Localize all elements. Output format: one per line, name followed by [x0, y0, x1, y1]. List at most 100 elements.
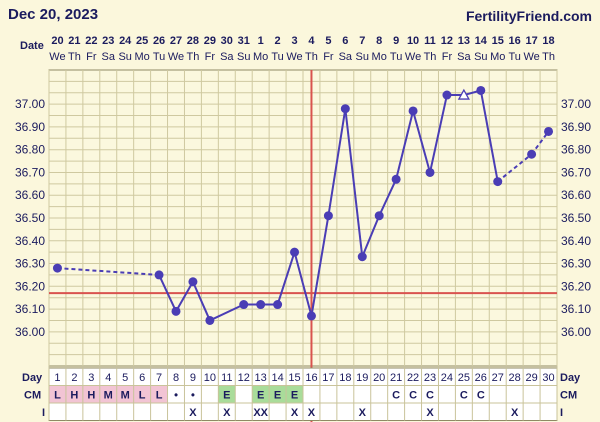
- day-number: 2: [71, 372, 77, 384]
- temp-point: [323, 211, 333, 221]
- brand-logo[interactable]: FertilityFriend.com: [465, 8, 592, 24]
- date-label: 22: [85, 35, 97, 47]
- temp-point: [493, 177, 503, 187]
- day-number: 16: [305, 372, 317, 384]
- day-number: 4: [105, 372, 111, 384]
- cm-mark: C: [477, 390, 485, 402]
- y-tick-label-right: 36.40: [561, 234, 591, 248]
- y-tick-label-right: 36.70: [561, 165, 591, 179]
- flow-cell: [65, 385, 83, 403]
- temp-point: [357, 252, 367, 262]
- temp-point: [374, 211, 384, 221]
- temp-point: [290, 247, 300, 257]
- weekday-label: Tu: [153, 51, 165, 63]
- cm-mark: L: [156, 390, 163, 402]
- intercourse-mark: X: [359, 407, 367, 419]
- cm-mark: H: [87, 390, 95, 402]
- date-label: 18: [542, 35, 554, 47]
- weekday-label: Su: [356, 51, 369, 63]
- date-label: 17: [525, 35, 537, 47]
- weekday-label: Sa: [339, 51, 353, 63]
- date-label: 12: [441, 35, 453, 47]
- date-label: 27: [170, 35, 182, 47]
- weekday-label: Sa: [102, 51, 116, 63]
- flow-cell: [133, 385, 151, 403]
- day-number: 27: [492, 372, 504, 384]
- i-row-label-right: I: [560, 407, 563, 419]
- date-label: 11: [424, 35, 436, 47]
- date-label: 29: [204, 35, 216, 47]
- day-row-label: Day: [22, 372, 43, 384]
- weekday-label: Th: [187, 51, 200, 63]
- day-number: 19: [356, 372, 368, 384]
- y-tick-label-right: 36.50: [561, 211, 591, 225]
- date-label: 1: [258, 35, 264, 47]
- opk-cell: [286, 385, 303, 403]
- cm-mark: •: [191, 390, 195, 402]
- day-number: 9: [190, 372, 196, 384]
- date-label: 14: [475, 35, 488, 47]
- temp-segment: [497, 153, 533, 183]
- date-label: 5: [325, 35, 331, 47]
- temp-segment: [293, 251, 313, 317]
- y-tick-label-left: 36.60: [15, 188, 45, 202]
- day-number: 29: [525, 372, 537, 384]
- temp-point: [188, 277, 198, 287]
- weekday-label: Su: [474, 51, 487, 63]
- date-label: 21: [68, 35, 80, 47]
- date-row-label: Date: [20, 40, 44, 52]
- date-label: 20: [51, 35, 63, 47]
- day-number: 22: [407, 372, 419, 384]
- cm-mark: H: [70, 390, 78, 402]
- temp-point: [527, 149, 537, 159]
- temp-point: [340, 104, 350, 114]
- weekday-label: Sa: [220, 51, 234, 63]
- y-tick-label-left: 36.10: [15, 302, 45, 316]
- intercourse-mark: X: [223, 407, 231, 419]
- cm-mark: E: [257, 390, 264, 402]
- weekday-label: We: [523, 51, 539, 63]
- weekday-label: We: [49, 51, 65, 63]
- day-number: 21: [390, 372, 402, 384]
- temp-point: [205, 315, 215, 325]
- flow-cell: [49, 385, 66, 403]
- temp-segment: [530, 130, 550, 155]
- i-row-label: I: [42, 407, 45, 419]
- day-number: 8: [173, 372, 179, 384]
- cm-mark: •: [174, 390, 178, 402]
- day-number: 25: [458, 372, 470, 384]
- y-tick-label-left: 36.00: [15, 325, 45, 339]
- weekday-label: Th: [542, 51, 555, 63]
- cm-mark: L: [139, 390, 146, 402]
- day-row-label-right: Day: [560, 372, 581, 384]
- temp-segment: [57, 267, 160, 276]
- day-number: 7: [156, 372, 162, 384]
- weekday-label: Sa: [457, 51, 471, 63]
- day-number: 12: [238, 372, 250, 384]
- day-number: 28: [509, 372, 521, 384]
- temp-point: [391, 174, 401, 184]
- weekday-label: Fr: [205, 51, 216, 63]
- flow-cell: [82, 385, 100, 403]
- y-tick-label-left: 36.90: [15, 120, 45, 134]
- date-label: 30: [221, 35, 233, 47]
- chart-date: Dec 20, 2023: [8, 6, 99, 23]
- day-number: 30: [542, 372, 554, 384]
- y-tick-label-left: 36.40: [15, 234, 45, 248]
- temp-point: [256, 300, 266, 310]
- date-label: 13: [458, 35, 470, 47]
- temp-point: [154, 270, 164, 280]
- y-tick-label-right: 36.60: [561, 188, 591, 202]
- cm-mark: C: [392, 390, 400, 402]
- temp-segment: [395, 110, 415, 180]
- weekday-label: Tu: [508, 51, 520, 63]
- cm-mark: M: [104, 390, 113, 402]
- temp-segment: [192, 281, 211, 321]
- day-number: 10: [204, 372, 216, 384]
- temp-point: [239, 300, 249, 310]
- y-tick-label-right: 37.00: [561, 97, 591, 111]
- weekday-label: We: [168, 51, 184, 63]
- flow-cell: [116, 385, 134, 403]
- date-label: 31: [238, 35, 250, 47]
